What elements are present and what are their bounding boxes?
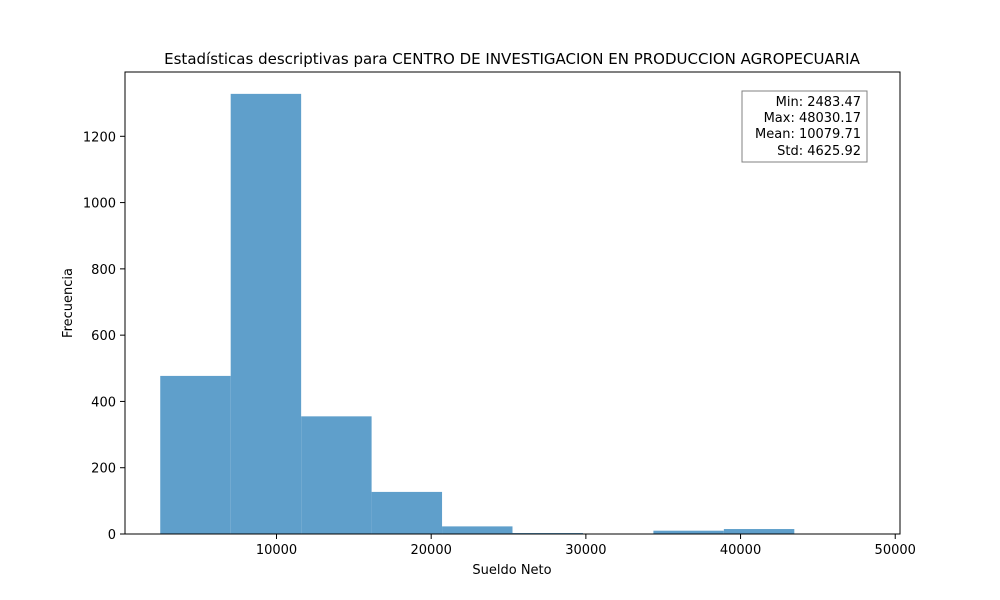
stats-min: Min: 2483.47 — [776, 95, 861, 110]
histogram-bar-3 — [371, 491, 443, 534]
x-tick-label-3: 40000 — [720, 543, 761, 558]
y-tick-label-5: 1000 — [83, 197, 116, 212]
y-tick-label-2: 400 — [91, 395, 116, 410]
stats-std: Std: 4625.92 — [777, 144, 861, 159]
y-axis-ticks: 0 200 400 600 800 1000 1200 — [83, 130, 125, 543]
stats-max: Max: 48030.17 — [764, 111, 861, 126]
x-tick-label-0: 10000 — [256, 543, 297, 558]
stats-box-frame — [741, 90, 868, 163]
stats-mean: Mean: 10079.71 — [755, 127, 861, 142]
y-tick-label-0: 0 — [108, 528, 116, 543]
y-axis-label: Frecuencia — [61, 268, 76, 338]
histogram-bar-0 — [160, 375, 231, 534]
chart-title: Estadísticas descriptivas para CENTRO DE… — [164, 50, 860, 68]
x-tick-label-2: 30000 — [565, 543, 606, 558]
bars-group — [160, 93, 795, 535]
y-tick-label-6: 1200 — [83, 130, 116, 145]
histogram-bar-4 — [442, 526, 513, 534]
x-axis-label: Sueldo Neto — [472, 563, 551, 578]
x-tick-label-4: 50000 — [875, 543, 916, 558]
plot-frame — [124, 71, 901, 535]
x-tick-label-1: 20000 — [411, 543, 452, 558]
x-axis-ticks: 10000 20000 30000 40000 50000 — [256, 534, 916, 558]
histogram-bar-2 — [301, 416, 372, 534]
histogram-bar-8 — [723, 529, 795, 534]
y-tick-label-4: 800 — [91, 263, 116, 278]
histogram-bar-7 — [653, 530, 724, 534]
stats-box: Min: 2483.47 Max: 48030.17 Mean: 10079.7… — [741, 90, 868, 163]
y-tick-label-3: 600 — [91, 329, 116, 344]
histogram-bar-1 — [230, 93, 302, 535]
y-tick-label-1: 200 — [91, 462, 116, 477]
